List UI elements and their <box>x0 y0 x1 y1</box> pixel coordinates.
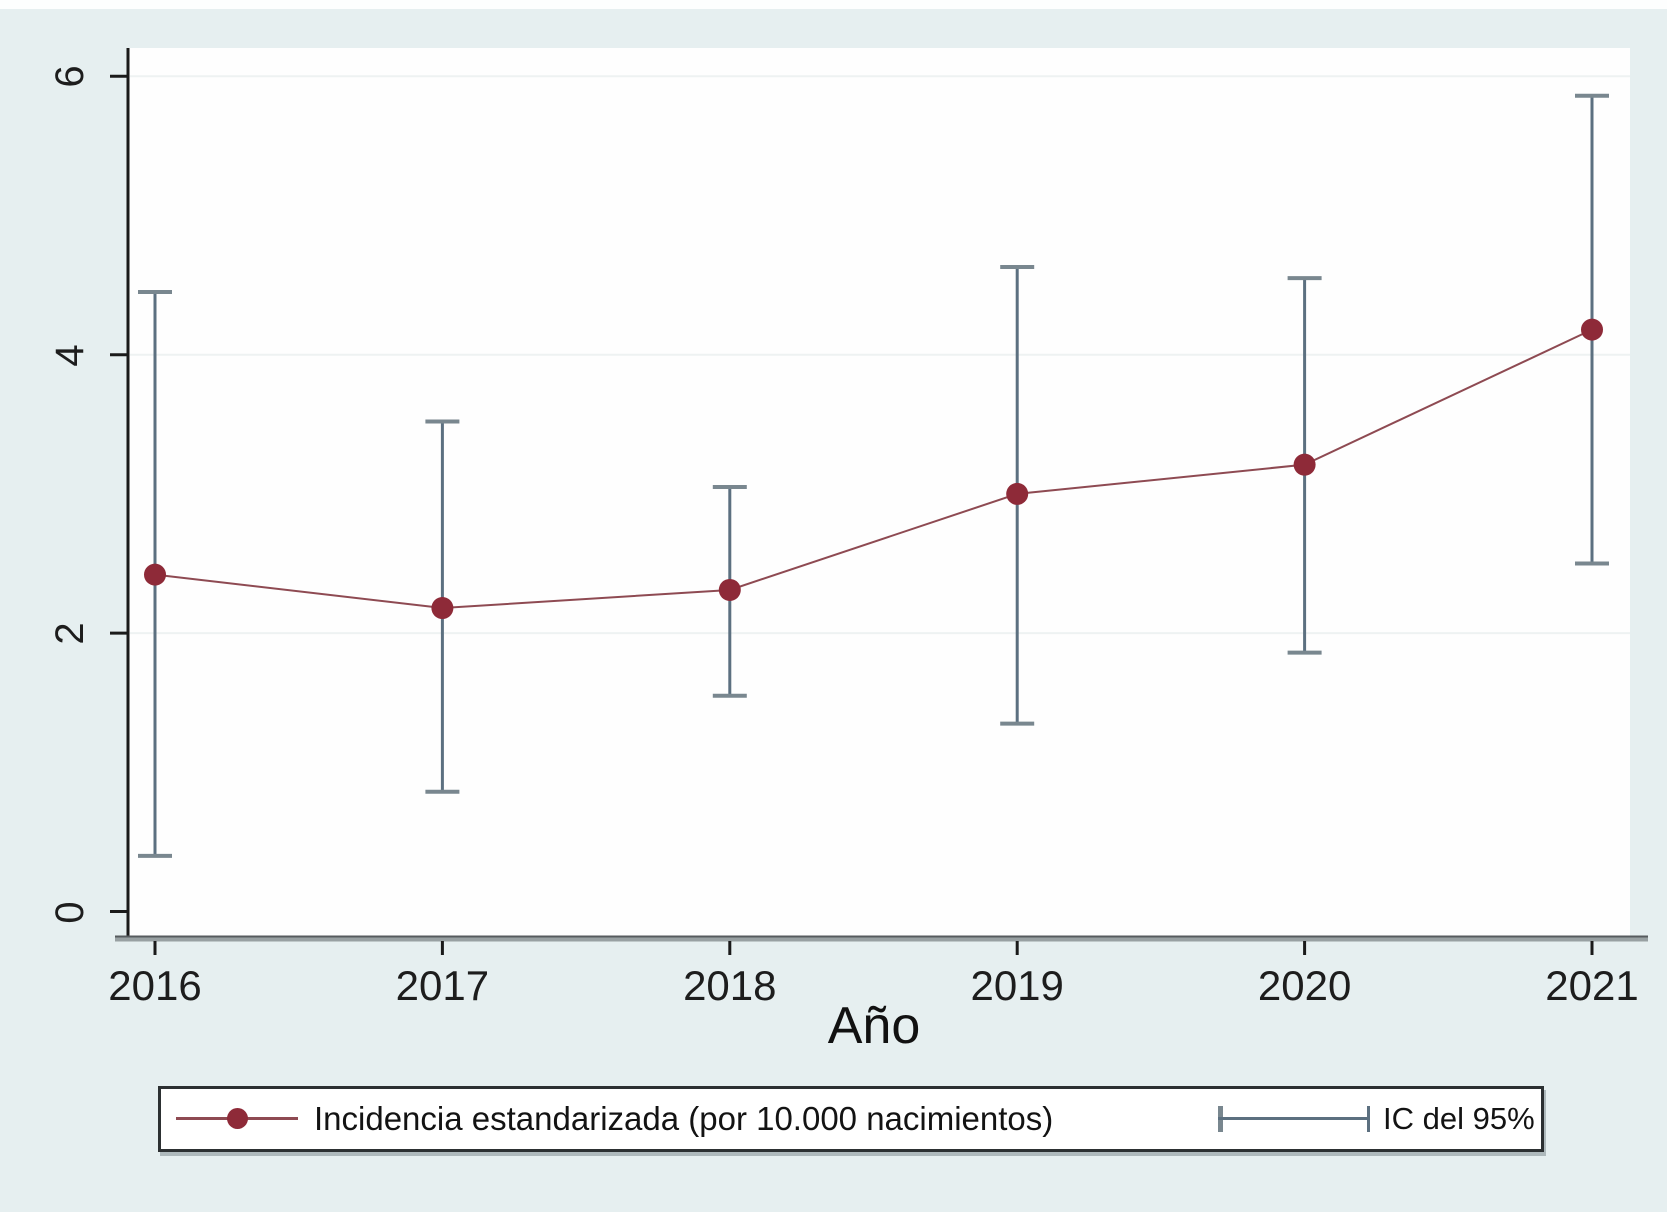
trend-line <box>154 328 1593 610</box>
error-bar-line-icon <box>1218 1117 1370 1120</box>
x-tick-label-2021: 2021 <box>1545 962 1639 1009</box>
legend-series-sample <box>176 1089 298 1149</box>
plot-area <box>128 48 1630 938</box>
data-point-2021 <box>1581 318 1603 341</box>
x-tick-label-2019: 2019 <box>970 962 1064 1009</box>
data-point-2019 <box>1006 482 1029 505</box>
marker-dot-icon <box>227 1108 248 1129</box>
x-tick-label-2020: 2020 <box>1257 962 1352 1009</box>
x-tick-label-2016: 2016 <box>108 962 202 1009</box>
legend-ci-label: IC del 95% <box>1383 1101 1535 1136</box>
data-point-2020 <box>1293 453 1316 476</box>
data-point-2016 <box>144 563 166 586</box>
x-tick-label-2017: 2017 <box>395 962 490 1009</box>
error-bar-cap-icon <box>1367 1106 1370 1132</box>
x-tick-label-2018: 2018 <box>683 962 777 1009</box>
y-tick-label-0: 0 <box>47 899 92 924</box>
top-strip <box>0 0 1667 9</box>
y-tick-label-6: 6 <box>47 64 92 88</box>
data-point-2018 <box>718 578 741 601</box>
legend: Incidencia estandarizada (por 10.000 nac… <box>158 1086 1544 1152</box>
x-axis-title: Año <box>827 997 921 1055</box>
y-tick-label-4: 4 <box>47 343 92 367</box>
legend-series-label: Incidencia estandarizada (por 10.000 nac… <box>314 1100 1054 1137</box>
data-point-2017 <box>431 597 454 620</box>
y-tick-label-2: 2 <box>47 621 92 645</box>
legend-ci-sample <box>1218 1089 1370 1149</box>
